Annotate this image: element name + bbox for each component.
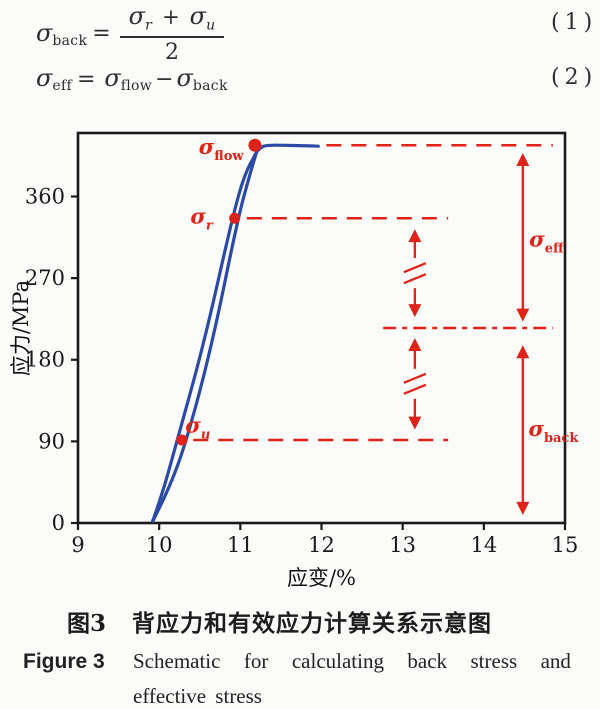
arrowhead-up-icon [408,229,422,243]
equals-sign: = [76,66,96,92]
sigma-subscript: eff [52,78,72,95]
flow-plateau [255,143,320,154]
sigma-subscript: back [52,32,88,49]
sigma-back-arrow [516,345,530,515]
sigma-back-label: σback [528,416,579,446]
break-mark-icon [403,262,427,274]
sigma-subscript: flow [120,78,153,95]
sigma-symbol: σ [128,2,146,30]
equation-1-fraction: σr + σu 2 [119,2,225,66]
sigma-u-label: σu [185,412,210,442]
x-tick-label: 9 [71,533,84,557]
sigma-eff-label: σeff [529,226,565,256]
caption-word: for [243,649,269,673]
mid-to-u-arrow [403,337,427,430]
x-axis-label: 应变/% [287,566,356,590]
break-mark-icon [403,383,427,395]
equals-sign: = [92,21,111,47]
caption-english-line1: Schematic for calculating back stress and [133,649,571,674]
caption-word: calculating [291,649,384,673]
x-tick-label: 15 [552,533,579,557]
arrowhead-up-icon [516,152,530,166]
caption-chinese: 图3 背应力和有效应力计算关系示意图 [67,604,492,638]
minus-sign: − [155,66,174,92]
caption-word: back [407,649,448,673]
sigma-subscript: u [206,17,216,34]
equation-1-number: (1) [551,10,598,35]
arrowhead-down-icon [408,416,422,430]
equation-2-number: (2) [551,65,598,90]
arrowhead-down-icon [408,304,422,318]
caption-word: and [540,649,571,673]
y-tick-label: 0 [52,511,65,535]
plot-frame [76,131,567,525]
caption-english-figure-label: Figure 3 [23,650,105,673]
y-tick-label: 90 [38,429,65,453]
sigma-symbol: σ [189,2,207,30]
equation-1-lhs: σback [36,19,87,49]
caption-word: stress [470,649,518,673]
break-mark-icon [403,372,427,384]
sigma-eff-arrow [516,152,530,322]
arrowhead-up-icon [516,345,530,359]
sigma-symbol: σ [104,64,121,92]
arrowhead-down-icon [516,501,530,515]
sigma-flow-point [248,138,262,152]
caption-word: Schematic [133,649,221,673]
r-to-mid-arrow [403,229,427,318]
equation-2-lhs: σeff [36,64,72,94]
equation-1-numerator: σr + σu [119,2,225,39]
unloading-branch [151,150,259,523]
y-tick-label: 360 [25,184,65,208]
arrowhead-down-icon [516,308,530,322]
y-tick-label: 180 [25,348,65,372]
equation-1-denominator: 2 [165,40,180,66]
x-tick-label: 14 [470,533,497,557]
y-axis-label: 应力/MPa [9,280,33,376]
equation-2-rhs-term1: σflow [104,64,152,94]
x-tick-label: 10 [146,533,173,557]
break-mark-icon [403,273,427,285]
sigma-symbol: σ [36,18,53,47]
sigma-u-point [176,434,188,446]
sigma-flow-label: σflow [199,134,245,164]
caption-english-line2: effective stress [133,684,262,708]
sigma-r-label: σr [190,204,213,234]
x-tick-label: 12 [308,533,335,557]
sigma-r-point [229,212,241,224]
sigma-subscript: back [192,78,228,95]
caption-chinese-figure-label: 图3 [67,610,107,637]
equation-back-stress: σback = σr + σu 2 [36,2,225,66]
sigma-symbol: σ [36,64,53,92]
reloading-branch [151,150,259,523]
equation-2-rhs-term2: σback [177,64,228,94]
caption-chinese-text: 背应力和有效应力计算关系示意图 [132,610,493,637]
x-tick-label: 11 [227,533,254,557]
plus-sign: + [162,5,180,29]
sigma-symbol: σ [176,64,193,92]
equation-effective-stress: σeff = σflow − σback [36,64,228,94]
y-tick-label: 270 [25,266,65,290]
sigma-subscript: r [145,17,153,34]
x-tick-label: 13 [389,533,416,557]
arrowhead-up-icon [408,337,422,351]
